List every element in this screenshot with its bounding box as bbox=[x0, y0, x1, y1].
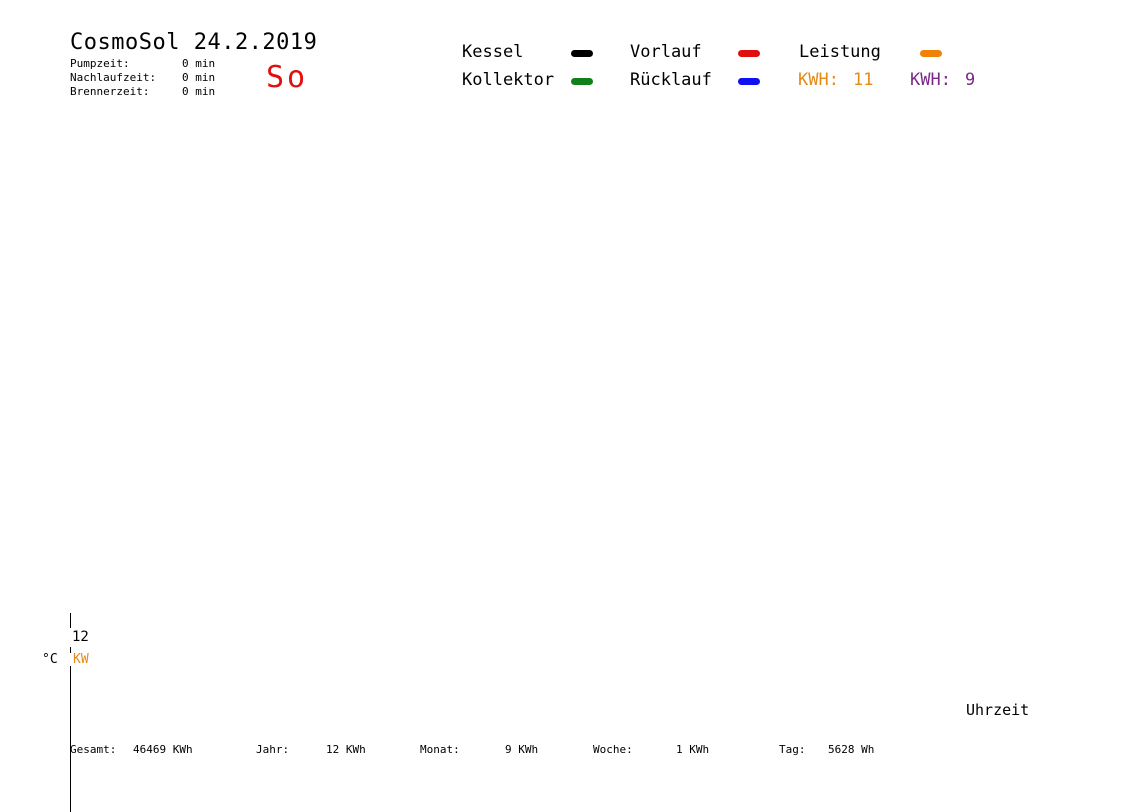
legend-swatch-kollektor bbox=[571, 78, 593, 85]
week-value: 1 KWh bbox=[676, 743, 710, 756]
weekday-label: So bbox=[266, 60, 309, 95]
year-value: 12 KWh bbox=[326, 743, 366, 756]
overrun-time-value: 0 min bbox=[182, 71, 216, 84]
y-tick-label: 12 bbox=[72, 629, 89, 645]
y-axis-unit-celsius: °C bbox=[42, 652, 58, 667]
legend-swatch-leistung bbox=[920, 50, 942, 57]
y-axis-unit-kw: KW bbox=[73, 652, 89, 667]
chart-title: CosmoSol 24.2.2019 bbox=[70, 30, 318, 55]
month-label: Monat: bbox=[420, 743, 460, 756]
legend-swatch-ruecklauf bbox=[738, 78, 760, 85]
y-axis-line-mid bbox=[70, 647, 71, 653]
x-axis-label: Uhrzeit bbox=[966, 701, 1030, 719]
year-label: Jahr: bbox=[256, 743, 290, 756]
legend-swatch-kessel bbox=[571, 50, 593, 57]
pump-time-label: Pumpzeit: bbox=[70, 57, 130, 70]
burner-time-label: Brennerzeit: bbox=[70, 85, 150, 98]
overrun-time-label: Nachlaufzeit: bbox=[70, 71, 157, 84]
kwh-readout-label-2: KWH: bbox=[910, 70, 951, 90]
week-label: Woche: bbox=[593, 743, 633, 756]
burner-time-value: 0 min bbox=[182, 85, 216, 98]
day-total-label: Tag: bbox=[779, 743, 806, 756]
kwh-readout-label-1: KWH: bbox=[798, 70, 839, 90]
total-value: 46469 KWh bbox=[133, 743, 193, 756]
legend-swatch-vorlauf bbox=[738, 50, 760, 57]
day-total-value: 5628 Wh bbox=[828, 743, 875, 756]
y-axis-line-top bbox=[70, 613, 71, 628]
legend-label-vorlauf: Vorlauf bbox=[630, 42, 702, 62]
pump-time-value: 0 min bbox=[182, 57, 216, 70]
total-label: Gesamt: bbox=[70, 743, 117, 756]
legend-label-ruecklauf: Rücklauf bbox=[630, 70, 712, 90]
legend-label-kollektor: Kollektor bbox=[462, 70, 555, 90]
legend-label-leistung: Leistung bbox=[799, 42, 881, 62]
kwh-readout-value-1: 11 bbox=[853, 70, 874, 90]
legend-label-kessel: Kessel bbox=[462, 42, 524, 62]
kwh-readout-value-2: 9 bbox=[965, 70, 976, 90]
y-axis-line-bottom bbox=[70, 666, 71, 812]
month-value: 9 KWh bbox=[505, 743, 539, 756]
